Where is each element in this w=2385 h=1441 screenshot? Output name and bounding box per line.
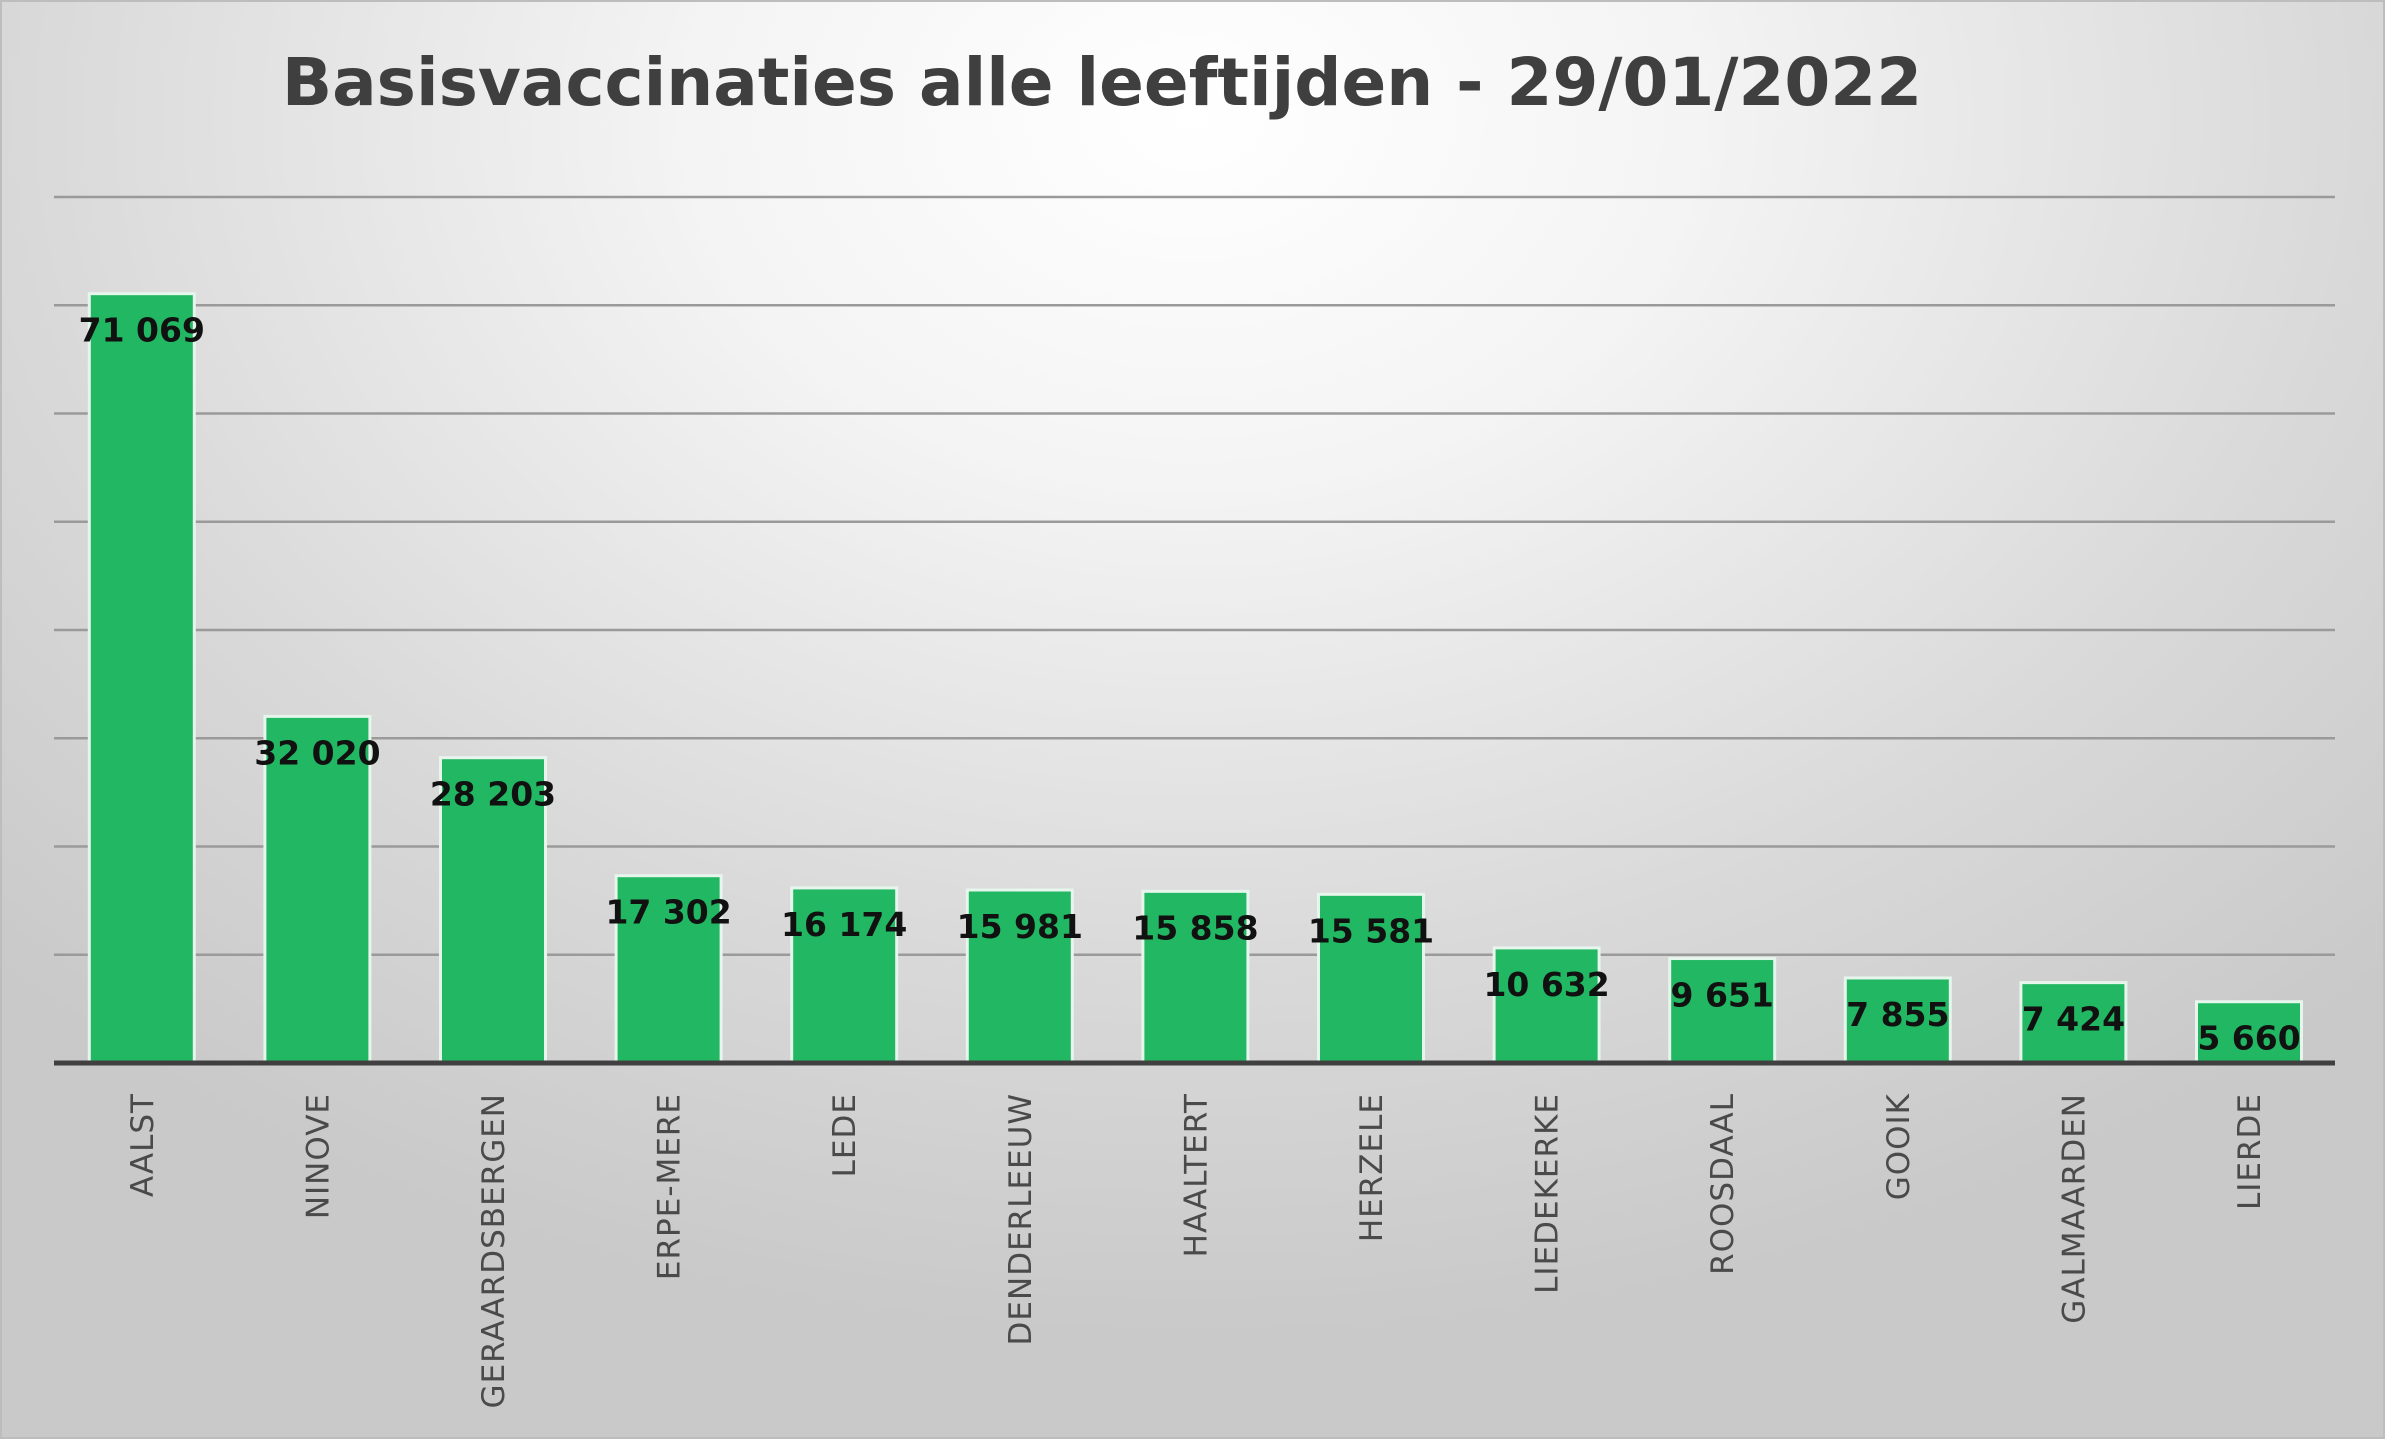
category-tick-labels: AALST NINOVE GERAARDSBERGEN ERPE-MERE LEDE DE…	[125, 1093, 2268, 1409]
tick-label: GALMAARDEN	[2056, 1093, 2092, 1324]
bar-gooik	[1843, 976, 1952, 1065]
chart-title: Basisvaccinaties alle leeftijden - 29/01…	[281, 44, 1923, 121]
data-labels: 71 069 32 020 28 203 17 302 16 174 15 981 15 8…	[79, 311, 2301, 1058]
bar-aalst	[87, 292, 196, 1065]
tick-label: DENDERLEEUW	[1003, 1093, 1039, 1345]
bar-denderleeuw	[965, 888, 1074, 1065]
data-label: 15 981	[957, 907, 1083, 946]
tick-label: HAALTERT	[1178, 1093, 1214, 1257]
data-label: 17 302	[605, 893, 731, 932]
bar-galmaarden	[2019, 981, 2128, 1065]
tick-label: ROOSDAAL	[1705, 1093, 1741, 1275]
bar-ninove	[263, 714, 372, 1065]
tick-label: AALST	[125, 1093, 161, 1197]
bar-haaltert	[1141, 889, 1250, 1065]
data-label: 7 855	[1846, 995, 1949, 1034]
bar-erpe-mere	[614, 874, 723, 1065]
data-label: 5 660	[2197, 1019, 2300, 1058]
bar-liedekerke	[1492, 946, 1601, 1065]
tick-label: ERPE-MERE	[652, 1093, 688, 1280]
data-label: 28 203	[430, 775, 556, 814]
data-label: 71 069	[79, 311, 205, 350]
tick-label: GOOIK	[1881, 1093, 1917, 1200]
data-label: 7 424	[2022, 1000, 2125, 1039]
bars	[87, 292, 2303, 1065]
data-label: 15 858	[1132, 908, 1258, 947]
data-label: 32 020	[254, 733, 380, 772]
tick-label: NINOVE	[300, 1093, 336, 1219]
bar-lede	[790, 886, 899, 1065]
tick-label: LEDE	[827, 1093, 863, 1177]
bar-roosdaal	[1668, 957, 1777, 1065]
data-label: 15 581	[1308, 911, 1434, 950]
tick-label: LIERDE	[2232, 1093, 2268, 1210]
gridlines	[54, 195, 2335, 956]
data-label: 9 651	[1671, 976, 1774, 1015]
bar-lierde	[2195, 1000, 2303, 1065]
data-label: 16 174	[781, 905, 907, 944]
data-label: 10 632	[1483, 965, 1609, 1004]
tick-label: GERAARDSBERGEN	[476, 1093, 512, 1408]
tick-label: LIEDEKERKE	[1530, 1093, 1566, 1294]
bar-herzele	[1317, 892, 1425, 1065]
tick-label: HERZELE	[1354, 1093, 1390, 1242]
bar-geraardsbergen	[439, 756, 547, 1065]
